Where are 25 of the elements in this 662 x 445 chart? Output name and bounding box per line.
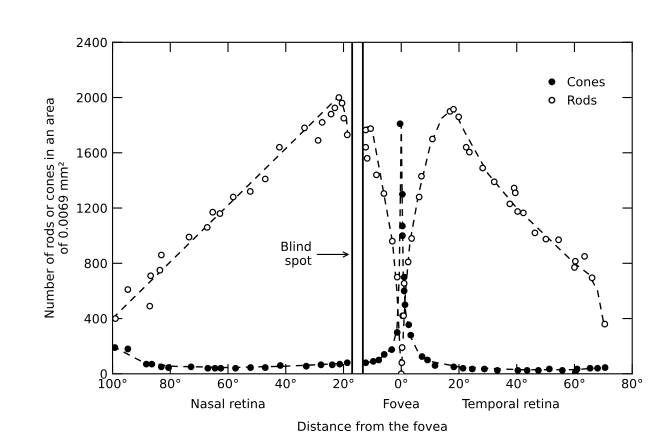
x-axis-title: Distance from the fovea [298, 421, 447, 431]
y-tick-label: 2000 [76, 93, 107, 102]
text: Fovea [384, 399, 419, 408]
y-tick-label: 400 [84, 314, 107, 324]
x-tick-label: 0° [394, 378, 408, 388]
y-tick-label: 1600 [77, 148, 107, 158]
x-tick-label: 20° [333, 378, 354, 388]
y-tick-label: 0 [100, 369, 107, 379]
y-tick-label: 2400 [76, 38, 107, 48]
x-tick-label: 20° [448, 378, 469, 388]
y-tick-label: 800 [84, 258, 107, 268]
x-tick-label: 80° [160, 378, 180, 388]
y-tick-label: 1200 [77, 204, 107, 213]
x-tick-label: 100° [98, 378, 126, 388]
x-tick-label: 80° [622, 378, 642, 388]
x-tick-label: 40° [506, 378, 527, 388]
x-tick-label: 60° [564, 378, 584, 388]
legend-label: Cones [568, 76, 605, 86]
x-tick-label: 40° [275, 378, 296, 388]
text: Temporal retina [462, 398, 559, 411]
ref-line-label: Blind spot [282, 241, 312, 268]
text: Nasal retina [192, 398, 264, 408]
y-axis-title: Number of rods or cones in an area of 0.0069 mm² [44, 98, 68, 318]
x-tick-label: 60° [218, 378, 238, 388]
legend-label: Rods [568, 95, 596, 105]
